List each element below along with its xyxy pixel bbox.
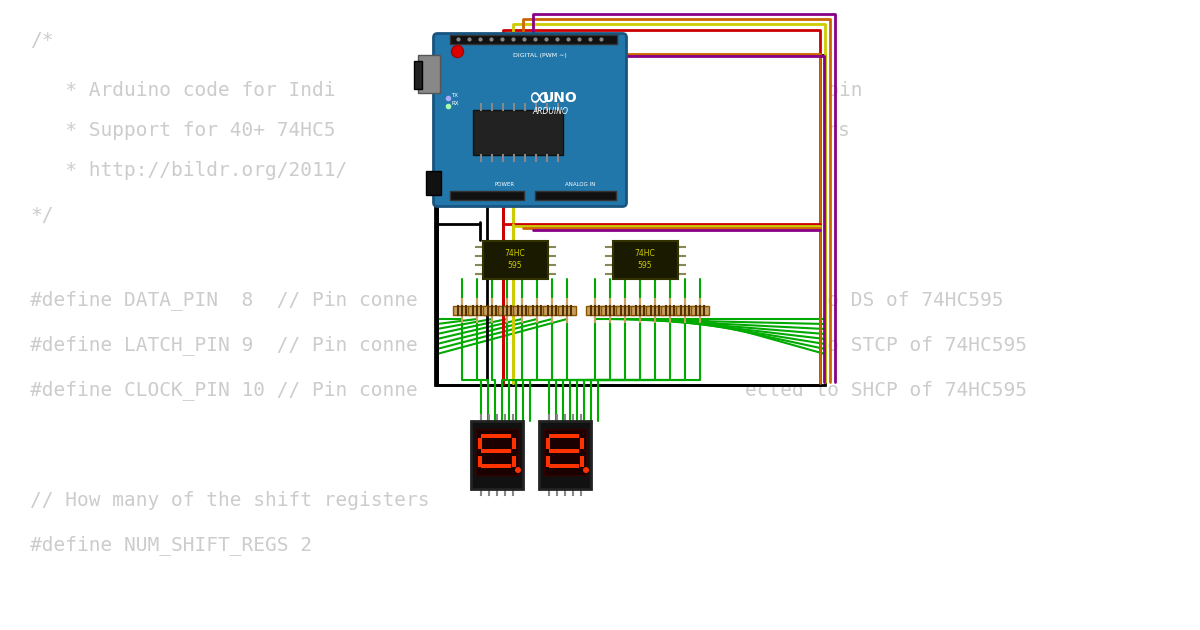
Text: /*: /* — [30, 31, 54, 50]
Text: 595: 595 — [637, 260, 653, 270]
Text: r each pin: r each pin — [745, 81, 863, 100]
Bar — [542, 306, 562, 314]
Bar — [414, 60, 421, 88]
Text: 74HC: 74HC — [635, 249, 655, 258]
Bar — [473, 110, 563, 155]
Bar — [481, 434, 511, 438]
Text: TX: TX — [451, 93, 458, 98]
Text: * Arduino code for Indi: * Arduino code for Indi — [30, 81, 336, 100]
Text: ∞: ∞ — [528, 84, 552, 112]
Bar — [470, 421, 523, 489]
Bar — [454, 306, 470, 314]
Bar — [612, 241, 678, 279]
Bar — [418, 55, 439, 93]
Bar — [482, 241, 547, 279]
Text: ected to DS of 74HC595: ected to DS of 74HC595 — [745, 291, 1003, 310]
Bar — [476, 429, 518, 475]
Text: POWER: POWER — [494, 182, 515, 187]
Text: */: */ — [30, 206, 54, 225]
Circle shape — [515, 467, 521, 473]
Text: #define NUM_SHIFT_REGS 2: #define NUM_SHIFT_REGS 2 — [30, 535, 312, 555]
Bar — [546, 438, 550, 449]
Bar — [546, 456, 550, 467]
Text: UNO: UNO — [542, 91, 577, 105]
Bar — [481, 464, 511, 468]
Text: ected to STCP of 74HC595: ected to STCP of 74HC595 — [745, 336, 1027, 355]
Bar — [528, 306, 546, 314]
Text: // How many of the shift registers: // How many of the shift registers — [30, 491, 430, 510]
Bar — [478, 456, 482, 467]
FancyBboxPatch shape — [433, 33, 626, 207]
Text: ANALOG IN: ANALOG IN — [565, 182, 595, 187]
Bar — [535, 190, 616, 200]
Bar — [498, 306, 516, 314]
Bar — [661, 306, 679, 314]
Circle shape — [583, 467, 589, 473]
Circle shape — [451, 45, 463, 57]
Text: ARDUINO: ARDUINO — [532, 108, 568, 117]
Bar — [436, 55, 826, 385]
Bar — [646, 306, 664, 314]
Bar — [676, 306, 694, 314]
Text: registers: registers — [745, 121, 851, 140]
Bar — [580, 438, 584, 449]
Text: #define DATA_PIN  8  // Pin conne: #define DATA_PIN 8 // Pin conne — [30, 290, 418, 310]
Bar — [482, 306, 502, 314]
Bar — [512, 456, 516, 467]
Bar — [550, 449, 580, 453]
Text: ected to SHCP of 74HC595: ected to SHCP of 74HC595 — [745, 381, 1027, 400]
Bar — [691, 306, 709, 314]
Bar — [550, 464, 580, 468]
Text: #define CLOCK_PIN 10 // Pin conne: #define CLOCK_PIN 10 // Pin conne — [30, 380, 418, 400]
Text: 74HC: 74HC — [505, 249, 526, 258]
Bar — [426, 171, 440, 195]
Text: * Support for 40+ 74HC5: * Support for 40+ 74HC5 — [30, 121, 336, 140]
Bar — [514, 306, 530, 314]
Bar — [550, 434, 580, 438]
Bar — [450, 190, 524, 200]
Text: 595: 595 — [508, 260, 522, 270]
Text: #define LATCH_PIN 9  // Pin conne: #define LATCH_PIN 9 // Pin conne — [30, 335, 418, 355]
Bar — [601, 306, 619, 314]
Bar — [481, 449, 511, 453]
Text: RX: RX — [451, 101, 458, 106]
Bar — [616, 306, 634, 314]
Text: * http://bildr.org/2011/: * http://bildr.org/2011/ — [30, 161, 347, 180]
Text: DIGITAL (PWM ∼): DIGITAL (PWM ∼) — [514, 53, 566, 58]
Bar — [631, 306, 649, 314]
Bar — [450, 35, 617, 43]
Bar — [580, 456, 584, 467]
Bar — [478, 438, 482, 449]
Bar — [512, 438, 516, 449]
Bar — [586, 306, 604, 314]
Bar — [468, 306, 486, 314]
Bar — [558, 306, 576, 314]
Bar — [544, 429, 586, 475]
Bar — [539, 421, 592, 489]
